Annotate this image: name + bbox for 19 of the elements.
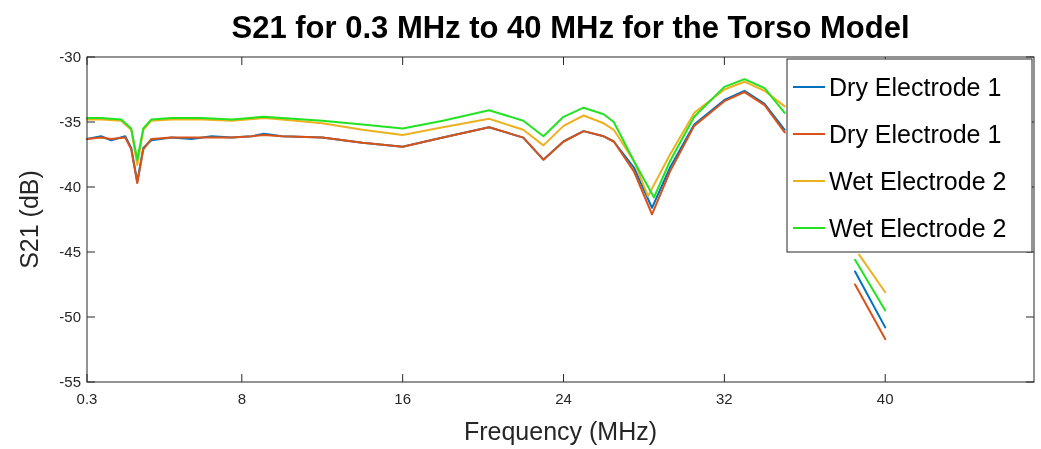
x-tick-label: 8: [237, 390, 246, 407]
y-tick-label: -40: [59, 178, 81, 195]
x-axis-title: Frequency (MHz): [463, 417, 658, 445]
y-tick-label: -45: [59, 243, 81, 260]
chart-title: S21 for 0.3 MHz to 40 MHz for the Torso Model: [231, 10, 910, 45]
x-tick-label: 32: [716, 390, 733, 407]
y-axis-title: S21 (dB): [15, 170, 43, 269]
x-tick-label: 24: [555, 390, 572, 407]
x-tick-label: 16: [394, 390, 412, 407]
y-tick-label: -50: [59, 308, 81, 325]
x-tick-label: 0.3: [76, 390, 98, 407]
x-tick-label: 40: [876, 390, 894, 407]
y-tick-label: -55: [59, 373, 81, 390]
y-tick-label: -30: [59, 48, 81, 65]
legend-label: Dry Electrode 1: [829, 120, 1002, 148]
y-tick-label: -35: [59, 113, 81, 130]
legend-label: Dry Electrode 1: [829, 73, 1002, 101]
legend-label: Wet Electrode 2: [829, 214, 1007, 242]
legend-label: Wet Electrode 2: [829, 167, 1007, 195]
